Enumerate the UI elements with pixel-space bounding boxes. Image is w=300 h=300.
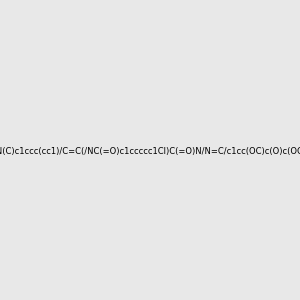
Text: CN(C)c1ccc(cc1)/C=C(/NC(=O)c1ccccc1Cl)C(=O)N/N=C/c1cc(OC)c(O)c(OC)c1: CN(C)c1ccc(cc1)/C=C(/NC(=O)c1ccccc1Cl)C(…: [0, 147, 300, 156]
